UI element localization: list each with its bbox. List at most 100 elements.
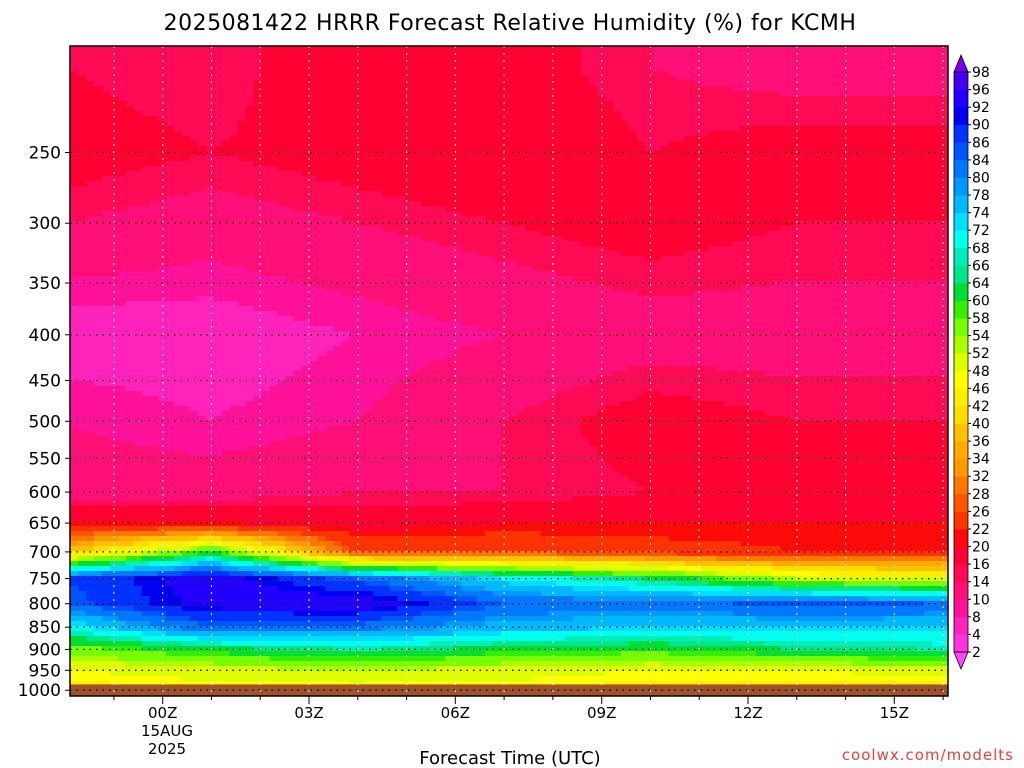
rh-cell: [197, 46, 207, 52]
rh-cell: [173, 201, 183, 207]
rh-cell: [165, 211, 175, 217]
rh-cell: [141, 111, 151, 117]
rh-cell: [93, 331, 103, 337]
rh-cell: [221, 86, 231, 92]
rh-cell: [133, 281, 143, 287]
rh-cell: [117, 146, 127, 152]
rh-cell: [229, 411, 239, 417]
rh-cell: [77, 466, 87, 472]
rh-cell: [285, 576, 295, 582]
rh-cell: [301, 136, 311, 142]
rh-cell: [293, 146, 303, 152]
rh-cell: [157, 516, 167, 522]
rh-cell: [365, 201, 374, 207]
rh-cell: [141, 651, 151, 657]
rh-cell: [213, 216, 223, 222]
rh-cell: [373, 201, 382, 207]
rh-cell: [245, 491, 255, 497]
rh-cell: [245, 566, 255, 572]
rh-cell: [229, 291, 239, 297]
rh-cell: [349, 231, 358, 237]
rh-cell: [101, 621, 111, 627]
rh-cell: [165, 371, 175, 377]
rh-cell: [205, 666, 215, 672]
rh-cell: [333, 436, 342, 442]
rh-cell: [149, 571, 159, 577]
rh-cell: [181, 661, 191, 667]
rh-cell: [301, 481, 311, 487]
rh-cell: [341, 211, 350, 217]
rh-cell: [93, 511, 103, 517]
rh-cell: [109, 71, 119, 77]
rh-cell: [117, 506, 127, 512]
rh-cell: [325, 186, 334, 192]
rh-cell: [93, 276, 103, 282]
rh-cell: [181, 451, 191, 457]
rh-cell: [221, 386, 231, 392]
rh-cell: [189, 151, 199, 157]
rh-cell: [309, 201, 319, 207]
rh-cell: [213, 396, 223, 402]
rh-cell: [125, 121, 135, 127]
rh-cell: [93, 266, 103, 272]
rh-cell: [365, 406, 374, 412]
rh-cell: [173, 406, 183, 412]
rh-cell: [325, 151, 334, 157]
rh-cell: [269, 311, 279, 317]
rh-cell: [197, 271, 207, 277]
rh-cell: [70, 651, 79, 657]
rh-cell: [253, 281, 263, 287]
rh-cell: [245, 306, 255, 312]
rh-cell: [261, 371, 271, 377]
rh-cell: [293, 671, 303, 677]
rh-cell: [333, 501, 342, 507]
rh-cell: [181, 126, 191, 132]
rh-cell: [117, 306, 127, 312]
rh-cell: [357, 171, 366, 177]
rh-cell: [141, 571, 151, 577]
rh-cell: [197, 446, 207, 452]
rh-cell: [285, 121, 295, 127]
rh-cell: [85, 276, 95, 282]
rh-cell: [101, 381, 111, 387]
rh-cell: [293, 51, 303, 57]
rh-cell: [341, 86, 350, 92]
rh-cell: [245, 681, 255, 687]
rh-cell: [237, 506, 247, 512]
rh-cell: [101, 626, 111, 632]
rh-cell: [141, 391, 151, 397]
rh-cell: [85, 636, 95, 642]
rh-cell: [101, 306, 111, 312]
rh-cell: [229, 176, 239, 182]
rh-cell: [93, 481, 103, 487]
rh-cell: [165, 471, 175, 477]
rh-cell: [101, 346, 111, 352]
rh-cell: [341, 536, 350, 542]
rh-cell: [205, 331, 215, 337]
rh-cell: [181, 516, 191, 522]
rh-cell: [365, 106, 374, 112]
rh-cell: [301, 331, 311, 337]
rh-cell: [285, 426, 295, 432]
rh-cell: [197, 311, 207, 317]
rh-cell: [141, 631, 151, 637]
rh-cell: [285, 156, 295, 162]
rh-cell: [70, 206, 79, 212]
rh-cell: [117, 661, 127, 667]
rh-cell: [325, 161, 334, 167]
rh-cell: [341, 126, 350, 132]
rh-cell: [365, 486, 374, 492]
rh-cell: [197, 356, 207, 362]
rh-cell: [277, 346, 287, 352]
rh-cell: [245, 206, 255, 212]
rh-cell: [181, 641, 191, 647]
rh-cell: [101, 671, 111, 677]
rh-cell: [133, 96, 143, 102]
rh-cell: [77, 676, 87, 682]
rh-cell: [357, 276, 366, 282]
rh-cell: [205, 636, 215, 642]
rh-cell: [277, 176, 287, 182]
rh-cell: [221, 131, 231, 137]
rh-cell: [93, 296, 103, 302]
rh-cell: [301, 611, 311, 617]
